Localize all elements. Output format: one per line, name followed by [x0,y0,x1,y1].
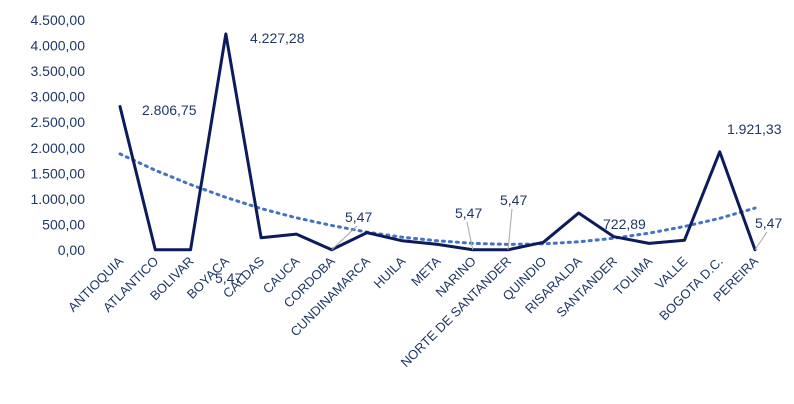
series-line [118,32,757,252]
data-label: 722,89 [603,216,646,232]
y-tick-label: 1.500,00 [31,165,86,181]
y-tick-label: 4.000,00 [31,38,86,54]
data-label: 2.806,75 [142,102,197,118]
leader-line [466,221,474,250]
leader-line [754,231,768,251]
y-tick-label: 2.500,00 [31,114,86,130]
y-tick-label: 500,00 [42,216,85,232]
leader-line [331,225,358,251]
data-label: 5,47 [455,205,482,221]
y-tick-label: 1.000,00 [31,191,86,207]
data-label: 1.921,33 [727,121,782,137]
x-category-label: HUILA [371,253,409,291]
y-tick-label: 0,00 [58,242,85,258]
data-label: 5,47 [215,270,242,286]
y-tick-label: 3.000,00 [31,89,86,105]
data-label: 5,47 [345,209,372,225]
y-tick-label: 3.500,00 [31,63,86,79]
y-axis-tick-labels: 0,00 500,00 1.000,00 1.500,00 2.000,00 2.500,… [31,12,86,258]
leader-line [507,208,513,250]
trendline-path [118,152,757,246]
series-path [118,32,757,252]
x-category-label: TOLIMA [611,253,656,298]
data-label: 5,47 [755,215,782,231]
data-label: 5,47 [500,192,527,208]
trendline [118,152,757,246]
y-tick-label: 4.500,00 [31,12,86,28]
y-tick-label: 2.000,00 [31,140,86,156]
x-axis-category-labels: ANTIOQUIAATLANTICOBOLIVARBOYACACALDASCAU… [65,253,761,370]
data-labels: 2.806,75 4.227,28 5,47 5,47 5,47 5,47 722,89 1.… [142,30,782,286]
data-label: 4.227,28 [250,30,305,46]
leader-lines [331,208,768,251]
